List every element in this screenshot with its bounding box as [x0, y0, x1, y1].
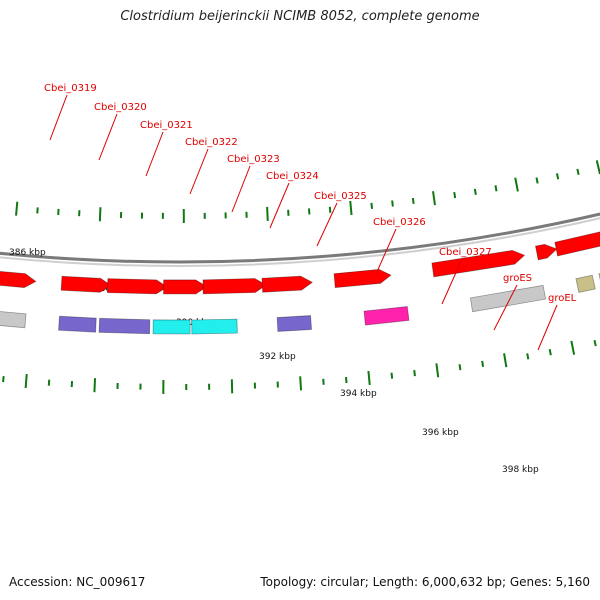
gene-leader-line [49, 94, 68, 141]
upper-tick [570, 340, 576, 355]
forward-cds-gene [261, 275, 314, 293]
upper-tick [24, 373, 28, 389]
purple-gene [98, 317, 151, 335]
lower-tick [535, 177, 539, 184]
lower-tick [411, 197, 415, 205]
upper-tick [413, 370, 416, 377]
gene-label: groES [503, 273, 532, 284]
purple-gene [276, 315, 312, 332]
gene-label: Cbei_0325 [314, 191, 367, 202]
forward-cds-gene [202, 278, 268, 295]
upper-tick [299, 376, 303, 391]
scale-label: 392 kbp [259, 352, 296, 362]
forward-cds-gene [554, 231, 600, 257]
upper-tick [481, 360, 485, 367]
gene-leader-line [316, 202, 338, 247]
upper-tick [503, 353, 508, 368]
gene-label: Cbei_0320 [94, 102, 147, 113]
lower-tick [432, 191, 436, 206]
gene-leader-line [493, 284, 518, 331]
khaki-gene [575, 274, 596, 293]
scale-label: 398 kbp [502, 465, 539, 475]
lower-tick [370, 202, 374, 209]
lower-tick [576, 168, 580, 175]
forward-cds-gene [163, 279, 208, 295]
upper-tick [548, 349, 552, 356]
lower-tick [494, 185, 498, 192]
lower-tick [514, 177, 519, 192]
upper-tick [367, 370, 371, 386]
upper-tick [435, 363, 440, 378]
gene-label: Cbei_0322 [185, 137, 238, 148]
gene-leader-line [98, 113, 118, 161]
gene-leader-line [537, 304, 558, 351]
gray-gene [0, 311, 27, 329]
gene-label: Cbei_0326 [373, 217, 426, 228]
lower-tick [595, 160, 600, 175]
gene-label: Cbei_0327 [439, 247, 492, 258]
magenta-gene [363, 306, 410, 326]
gene-label: groEL [548, 293, 577, 304]
lower-tick [473, 188, 477, 195]
upper-tick [458, 364, 462, 371]
gene-label: Cbei_0321 [140, 120, 193, 131]
scale-label: 386 kbp [9, 248, 46, 258]
forward-cds-gene [535, 243, 558, 261]
gene-label: Cbei_0319 [44, 83, 97, 94]
scale-label: 396 kbp [422, 428, 459, 438]
gene-leader-line [441, 258, 463, 305]
backbone-line [0, 212, 600, 264]
gene-leader-line [375, 228, 397, 275]
upper-tick [526, 353, 530, 360]
lower-tick [266, 206, 269, 221]
gene-label: Cbei_0324 [266, 171, 319, 182]
gene-label: Cbei_0323 [227, 154, 280, 165]
cyan-gene [191, 318, 238, 335]
gene-leader-line [145, 131, 164, 177]
upper-tick [593, 340, 597, 347]
lower-tick [453, 191, 457, 199]
backbone-shadow [0, 217, 600, 267]
lower-tick [15, 201, 19, 216]
topology-text: Topology: circular; Length: 6,000,632 bp… [260, 575, 590, 589]
forward-cds-gene [431, 249, 526, 278]
gene-leader-line [231, 165, 251, 213]
lower-tick [98, 207, 102, 222]
lower-tick [349, 200, 353, 216]
upper-tick [93, 378, 97, 393]
upper-tick [345, 376, 348, 384]
scale-label: 394 kbp [340, 389, 377, 399]
forward-cds-gene [333, 269, 392, 289]
lower-tick [555, 173, 560, 180]
lower-tick [391, 200, 394, 207]
upper-tick [390, 372, 394, 379]
forward-cds-gene [60, 275, 113, 293]
purple-gene [58, 315, 97, 333]
accession-text: Accession: NC_009617 [9, 575, 146, 589]
forward-cds-gene [106, 278, 169, 295]
gene-leader-line [189, 148, 209, 195]
gray-gene [469, 284, 547, 313]
upper-tick [2, 376, 5, 383]
map-title: Clostridium beijerinckii NCIMB 8052, com… [120, 9, 480, 24]
cyan-gene [152, 319, 191, 335]
forward-cds-gene [0, 270, 37, 288]
gene-leader-line [269, 182, 290, 229]
